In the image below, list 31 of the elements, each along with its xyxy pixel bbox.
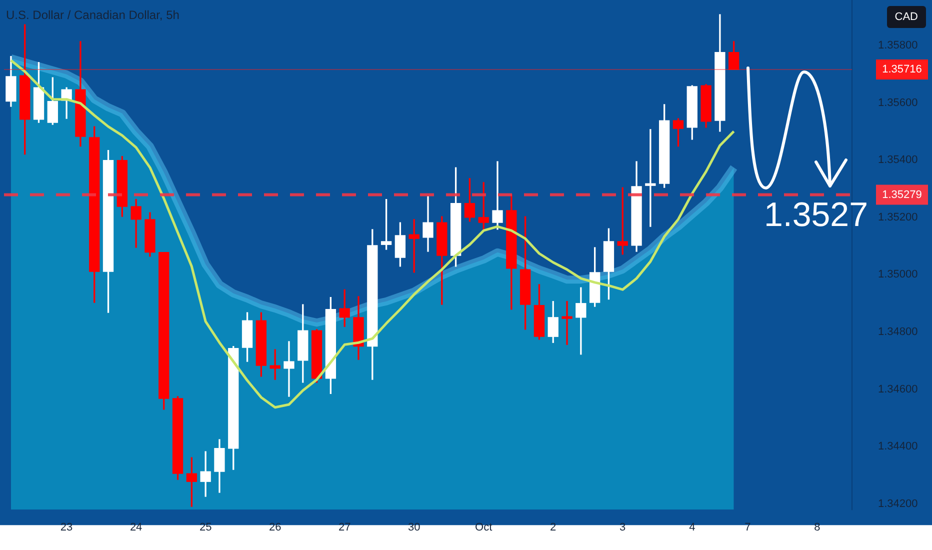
- y-tick-label: 1.34200: [878, 498, 918, 510]
- y-tick-label: 1.35800: [878, 40, 918, 52]
- x-tick-label: 3: [620, 522, 626, 534]
- x-tick-label: 2: [550, 522, 556, 534]
- x-tick-label: 4: [689, 522, 696, 534]
- candlestick: [645, 129, 656, 228]
- y-tick-label: 1.35200: [878, 212, 918, 224]
- x-tick-label: Oct: [475, 522, 492, 534]
- ref-line-label: 1.35279: [882, 189, 922, 202]
- y-axis-title: CAD: [886, 6, 926, 28]
- annotation: 1.3527: [764, 196, 868, 235]
- y-tick-label: 1.34600: [878, 384, 918, 396]
- y-tick-label: 1.35600: [878, 97, 918, 110]
- candlestick: [492, 162, 503, 230]
- candlestick: [562, 301, 572, 346]
- x-tick-label: 25: [199, 522, 212, 534]
- x-tick-label: 7: [744, 522, 751, 534]
- x-tick-label: 23: [60, 522, 73, 534]
- x-tick-label: 27: [338, 522, 351, 534]
- ref-line-label: 1.35716: [882, 64, 922, 76]
- y-tick-label: 1.34800: [878, 326, 918, 338]
- y-tick-label: 1.35400: [878, 154, 918, 167]
- y-tick-label: 1.34400: [878, 441, 918, 454]
- x-tick-label: 30: [408, 522, 420, 534]
- candlestick: [200, 452, 211, 498]
- x-tick-label: 24: [130, 522, 142, 534]
- x-tick-label: 8: [814, 522, 820, 534]
- candlestick: [284, 342, 294, 398]
- y-tick-label: 1.35000: [878, 269, 918, 282]
- text: U.S. Dollar / Canadian Dollar, 5h: [6, 8, 180, 22]
- x-tick-label: 26: [268, 522, 282, 534]
